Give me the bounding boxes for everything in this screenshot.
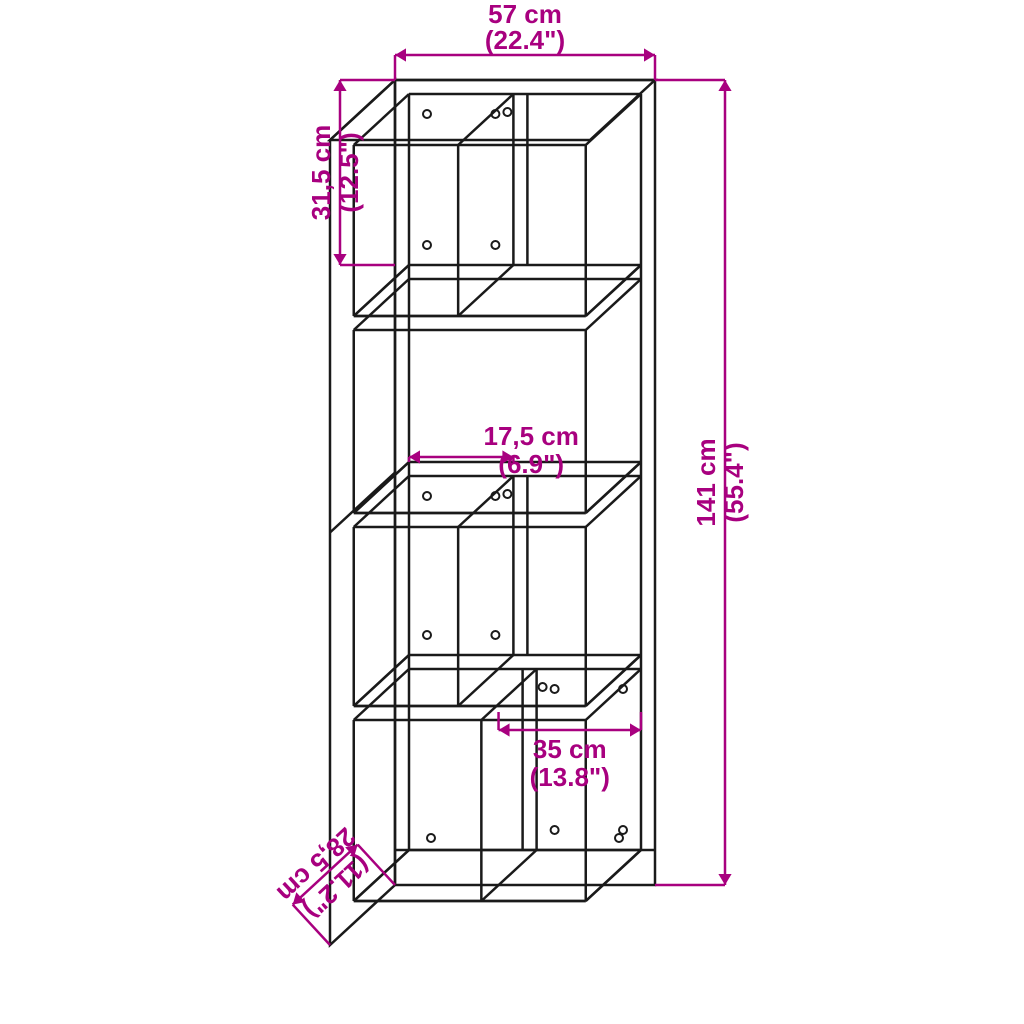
svg-text:(22.4"): (22.4")	[485, 25, 565, 55]
svg-text:(13.8"): (13.8")	[530, 762, 610, 792]
svg-text:(12.5"): (12.5")	[334, 132, 364, 212]
svg-text:(6.9"): (6.9")	[498, 449, 564, 479]
svg-text:141 cm: 141 cm	[691, 438, 721, 526]
svg-text:31,5 cm: 31,5 cm	[306, 125, 336, 220]
svg-text:17,5 cm: 17,5 cm	[483, 421, 578, 451]
svg-text:35 cm: 35 cm	[533, 734, 607, 764]
svg-text:(55.4"): (55.4")	[719, 442, 749, 522]
